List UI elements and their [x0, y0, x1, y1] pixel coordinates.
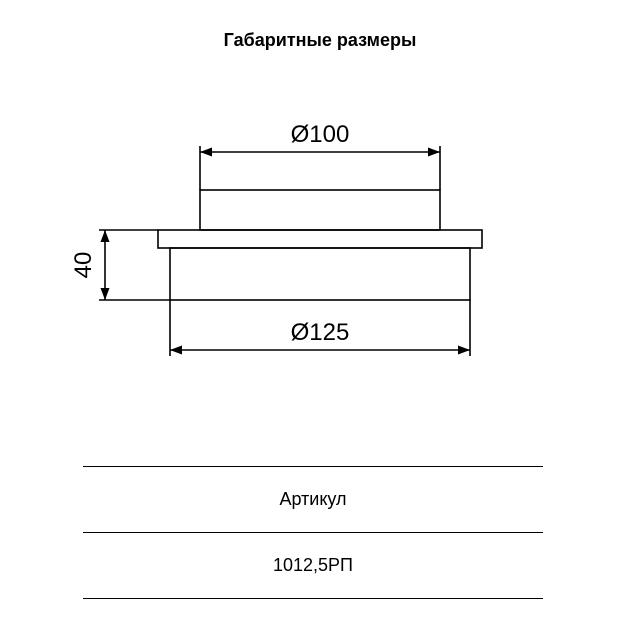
spec-table: Артикул 1012,5РП — [83, 466, 543, 599]
svg-text:Ø125: Ø125 — [291, 319, 350, 346]
page: Габаритные размеры Ø100 Ø125 40 Артикул 10… — [0, 0, 640, 640]
page-title: Габаритные размеры — [0, 30, 640, 51]
table-value: 1012,5РП — [83, 533, 543, 598]
svg-text:Ø100: Ø100 — [291, 121, 350, 148]
table-line-3 — [83, 598, 543, 599]
table-header: Артикул — [83, 467, 543, 532]
svg-text:40: 40 — [70, 252, 97, 279]
technical-drawing: Ø100 Ø125 40 — [0, 80, 640, 400]
